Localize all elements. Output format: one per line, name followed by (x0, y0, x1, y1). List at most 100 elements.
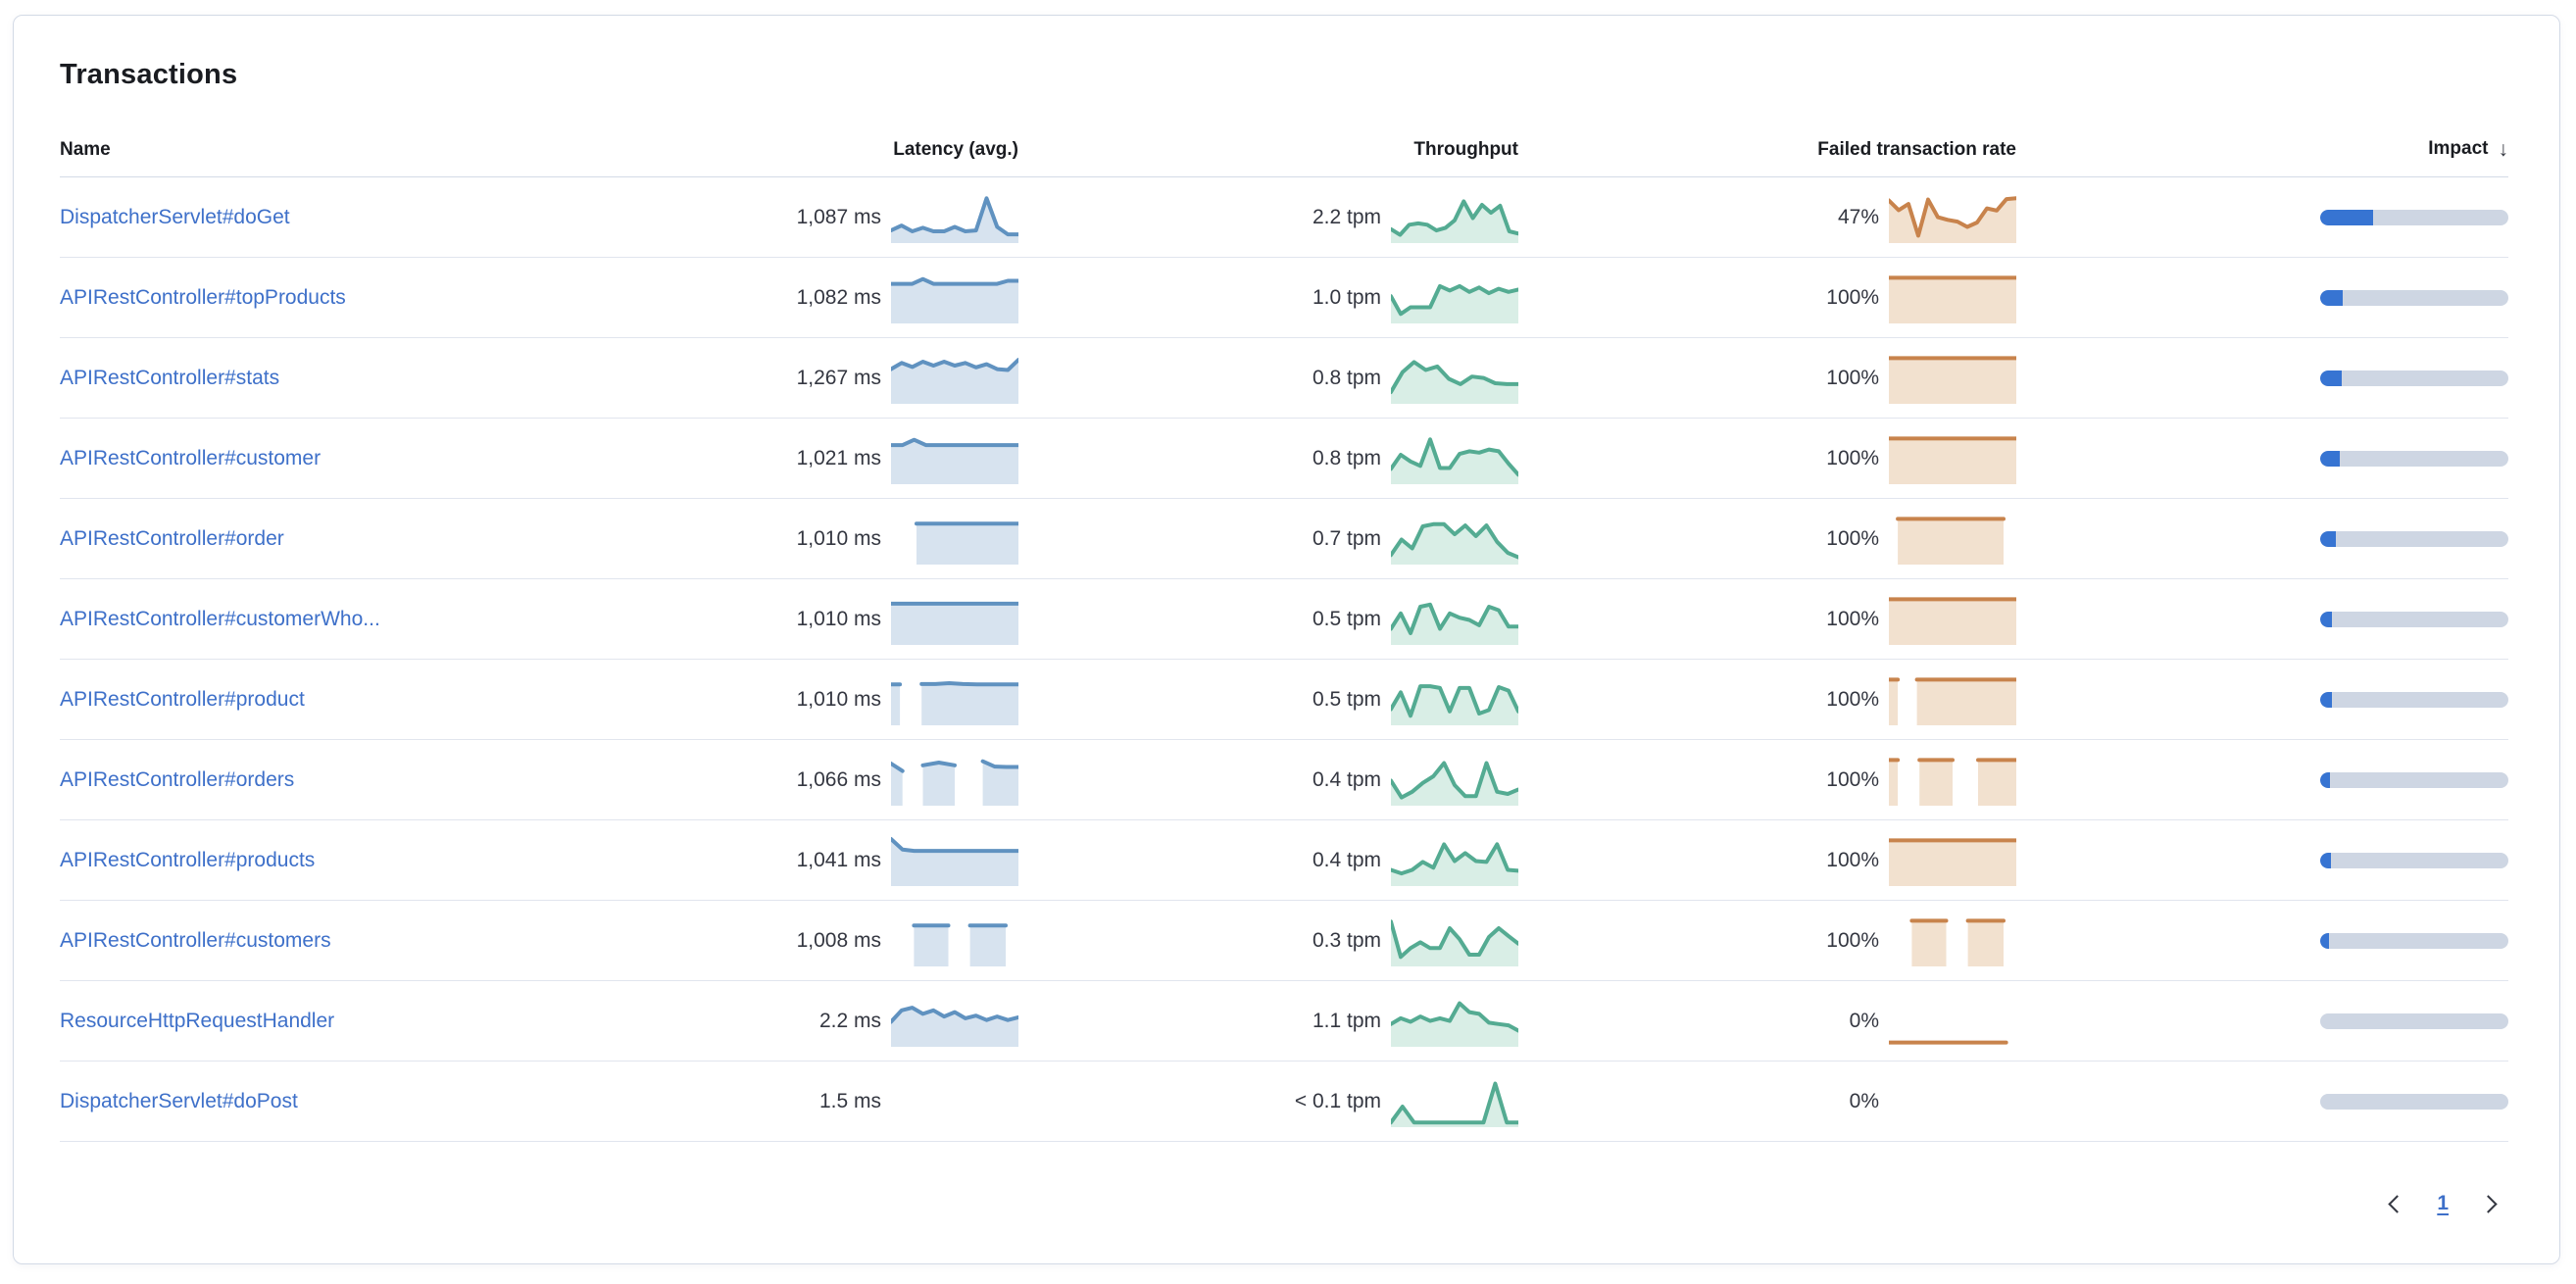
impact-bar (2320, 1012, 2508, 1029)
previous-page-icon[interactable] (2388, 1194, 2407, 1213)
transaction-name-link[interactable]: APIRestController#customers (60, 928, 331, 952)
table-body: DispatcherServlet#doGet 1,087 ms 2.2 tpm 47… (60, 177, 2508, 1142)
failed-rate-value: 0% (1849, 1009, 1879, 1032)
table-row: APIRestController#order 1,010 ms 0.7 tpm 10… (60, 499, 2508, 579)
column-header-latency[interactable]: Latency (avg.) (893, 139, 1018, 160)
transaction-name-cell: APIRestController#customer (60, 447, 754, 470)
impact-bar (2320, 852, 2508, 868)
throughput-value: 1.1 tpm (1312, 1009, 1381, 1032)
latency-sparkline (889, 272, 1020, 323)
transaction-name-link[interactable]: DispatcherServlet#doPost (60, 1089, 298, 1112)
next-page-icon[interactable] (2479, 1194, 2498, 1213)
impact-bar (2320, 289, 2508, 306)
latency-sparkline (889, 594, 1020, 645)
failed-rate-sparkline (1887, 594, 2018, 645)
failed-rate-value: 100% (1826, 526, 1879, 550)
column-header-failed-rate[interactable]: Failed transaction rate (1817, 139, 2016, 160)
transaction-name-link[interactable]: APIRestController#customerWho... (60, 607, 380, 630)
latency-value: 1.5 ms (818, 1089, 881, 1112)
transaction-name-link[interactable]: APIRestController#product (60, 687, 305, 711)
impact-bar (2320, 450, 2508, 467)
impact-bar (2320, 611, 2508, 627)
failed-rate-sparkline (1887, 192, 2018, 243)
failed-rate-sparkline (1887, 353, 2018, 404)
table-row: APIRestController#topProducts 1,082 ms 1.0… (60, 258, 2508, 338)
transaction-name-link[interactable]: DispatcherServlet#doGet (60, 205, 290, 228)
column-header-impact-label: Impact (2428, 138, 2489, 159)
throughput-value: 0.4 tpm (1312, 767, 1381, 791)
failed-rate-value: 100% (1826, 767, 1879, 791)
throughput-value: 0.5 tpm (1312, 607, 1381, 630)
throughput-sparkline (1389, 272, 1520, 323)
latency-sparkline (889, 996, 1020, 1047)
throughput-sparkline (1389, 1076, 1520, 1127)
page-number-1[interactable]: 1 (2437, 1192, 2449, 1214)
failed-rate-value: 100% (1826, 928, 1879, 952)
table-header-row: Name Latency (avg.) Throughput Failed tr… (60, 91, 2508, 177)
transaction-name-link[interactable]: APIRestController#customer (60, 446, 322, 469)
throughput-value: 0.3 tpm (1312, 928, 1381, 952)
impact-bar-fill (2320, 370, 2343, 386)
throughput-value: 0.5 tpm (1312, 687, 1381, 711)
transaction-name-cell: APIRestController#customers (60, 929, 754, 953)
sort-desc-arrow-icon: ↓ (2498, 138, 2509, 161)
transaction-name-cell: APIRestController#order (60, 527, 754, 551)
failed-rate-value: 100% (1826, 607, 1879, 630)
latency-sparkline (889, 835, 1020, 886)
failed-rate-value: 100% (1826, 687, 1879, 711)
impact-bar-fill (2320, 611, 2332, 627)
failed-rate-value: 100% (1826, 446, 1879, 469)
transaction-name-link[interactable]: APIRestController#topProducts (60, 285, 346, 309)
impact-bar-fill (2320, 450, 2341, 467)
latency-sparkline (891, 915, 1018, 966)
impact-bar-fill (2320, 932, 2329, 949)
latency-value: 1,082 ms (796, 285, 881, 309)
table-row: APIRestController#customers 1,008 ms 0.3 t… (60, 901, 2508, 981)
failed-rate-value: 0% (1849, 1089, 1879, 1112)
failed-rate-value: 100% (1826, 366, 1879, 389)
impact-bar (2320, 932, 2508, 949)
latency-sparkline (889, 433, 1020, 484)
table-row: APIRestController#products 1,041 ms 0.4 tp… (60, 820, 2508, 901)
column-header-impact[interactable]: Impact ↓ (2016, 137, 2508, 176)
impact-bar (2320, 370, 2508, 386)
table-row: DispatcherServlet#doGet 1,087 ms 2.2 tpm 47… (60, 177, 2508, 258)
throughput-value: 0.8 tpm (1312, 446, 1381, 469)
impact-bar (2320, 771, 2508, 788)
throughput-sparkline (1389, 433, 1520, 484)
latency-value: 2.2 ms (818, 1009, 881, 1032)
latency-value: 1,010 ms (796, 526, 881, 550)
transaction-name-link[interactable]: APIRestController#orders (60, 767, 295, 791)
throughput-value: 1.0 tpm (1312, 285, 1381, 309)
throughput-sparkline (1389, 674, 1520, 725)
latency-sparkline (889, 755, 1020, 806)
failed-rate-sparkline (1889, 915, 2016, 966)
table-row: APIRestController#customerWho... 1,010 ms… (60, 579, 2508, 660)
failed-rate-sparkline (1887, 272, 2018, 323)
impact-bar (2320, 1093, 2508, 1110)
table-row: APIRestController#stats 1,267 ms 0.8 tpm 10… (60, 338, 2508, 419)
failed-rate-sparkline (1887, 755, 2018, 806)
impact-bar-fill (2320, 289, 2344, 306)
transaction-name-cell: APIRestController#products (60, 849, 754, 872)
failed-rate-sparkline (1889, 514, 2016, 565)
transaction-name-cell: APIRestController#orders (60, 768, 754, 792)
column-header-throughput[interactable]: Throughput (1413, 139, 1518, 160)
failed-rate-value: 47% (1837, 205, 1879, 228)
transaction-name-link[interactable]: APIRestController#order (60, 526, 284, 550)
transaction-name-cell: APIRestController#topProducts (60, 286, 754, 310)
transaction-name-link[interactable]: APIRestController#products (60, 848, 316, 871)
throughput-value: 0.8 tpm (1312, 366, 1381, 389)
throughput-sparkline (1389, 996, 1520, 1047)
table-row: ResourceHttpRequestHandler 2.2 ms 1.1 tpm 0… (60, 981, 2508, 1062)
impact-bar-fill (2320, 852, 2332, 868)
transaction-name-link[interactable]: APIRestController#stats (60, 366, 280, 389)
transaction-name-link[interactable]: ResourceHttpRequestHandler (60, 1009, 335, 1032)
impact-bar (2320, 691, 2508, 708)
transaction-name-cell: DispatcherServlet#doPost (60, 1090, 754, 1113)
transaction-name-cell: APIRestController#stats (60, 367, 754, 390)
throughput-sparkline (1389, 594, 1520, 645)
latency-sparkline (891, 514, 1020, 565)
impact-bar (2320, 209, 2508, 225)
transaction-name-cell: APIRestController#product (60, 688, 754, 712)
